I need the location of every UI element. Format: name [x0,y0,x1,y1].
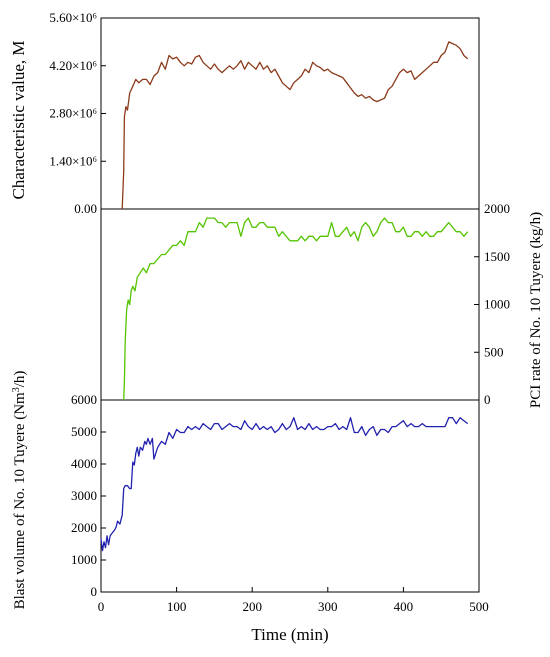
top-y-axis-title: Characteristic value, M [9,40,28,199]
middle-y-tick-label: 1000 [484,297,510,312]
bottom-y-tick-label: 2000 [71,520,97,535]
middle-y-tick-label: 1500 [484,249,510,264]
x-tick-label: 400 [394,599,414,614]
top-y-tick-label: 1.40×10⁶ [49,153,97,168]
x-axis-title: Time (min) [251,625,328,644]
top-y-tick-label: 4.20×10⁶ [49,58,97,73]
middle-y-tick-label: 500 [484,344,504,359]
x-tick-label: 300 [318,599,338,614]
bottom-y-tick-label: 5000 [71,424,97,439]
ticks-layer: 0.00 1.40×10⁶ 2.80×10⁶ 4.20×10⁶ 5.60×10⁶ 0 500… [49,10,510,614]
panel-bottom-frame [100,399,480,593]
middle-y-tick-label: 0 [484,392,491,407]
x-tick-label: 100 [167,599,187,614]
bottom-series-line [100,417,469,552]
bottom-y-tick-label: 3000 [71,488,97,503]
panel-top-frame [100,17,480,210]
bottom-y-tick-label: 6000 [71,392,97,407]
panel-middle-frame [100,208,480,401]
middle-y-axis-title: PCI rate of No. 10 Tuyere (kg/h) [528,212,544,408]
series-layer [100,41,469,552]
x-tick-label: 500 [469,599,489,614]
top-y-tick-label: 2.80×10⁶ [49,106,97,121]
top-y-tick-label: 5.60×10⁶ [49,10,97,25]
bottom-y-axis-title: Blast volume of No. 10 Tuyere (Nm3/h) [11,371,29,610]
top-series-line [121,41,469,210]
x-tick-label: 200 [242,599,262,614]
middle-y-tick-label: 2000 [484,201,510,216]
top-y-tick-label: 0.00 [74,201,97,216]
bottom-y-tick-label: 4000 [71,456,97,471]
middle-series-line [123,217,469,401]
bottom-y-tick-label: 0 [91,584,98,599]
x-tick-label: 0 [98,599,105,614]
bottom-y-tick-label: 1000 [71,552,97,567]
